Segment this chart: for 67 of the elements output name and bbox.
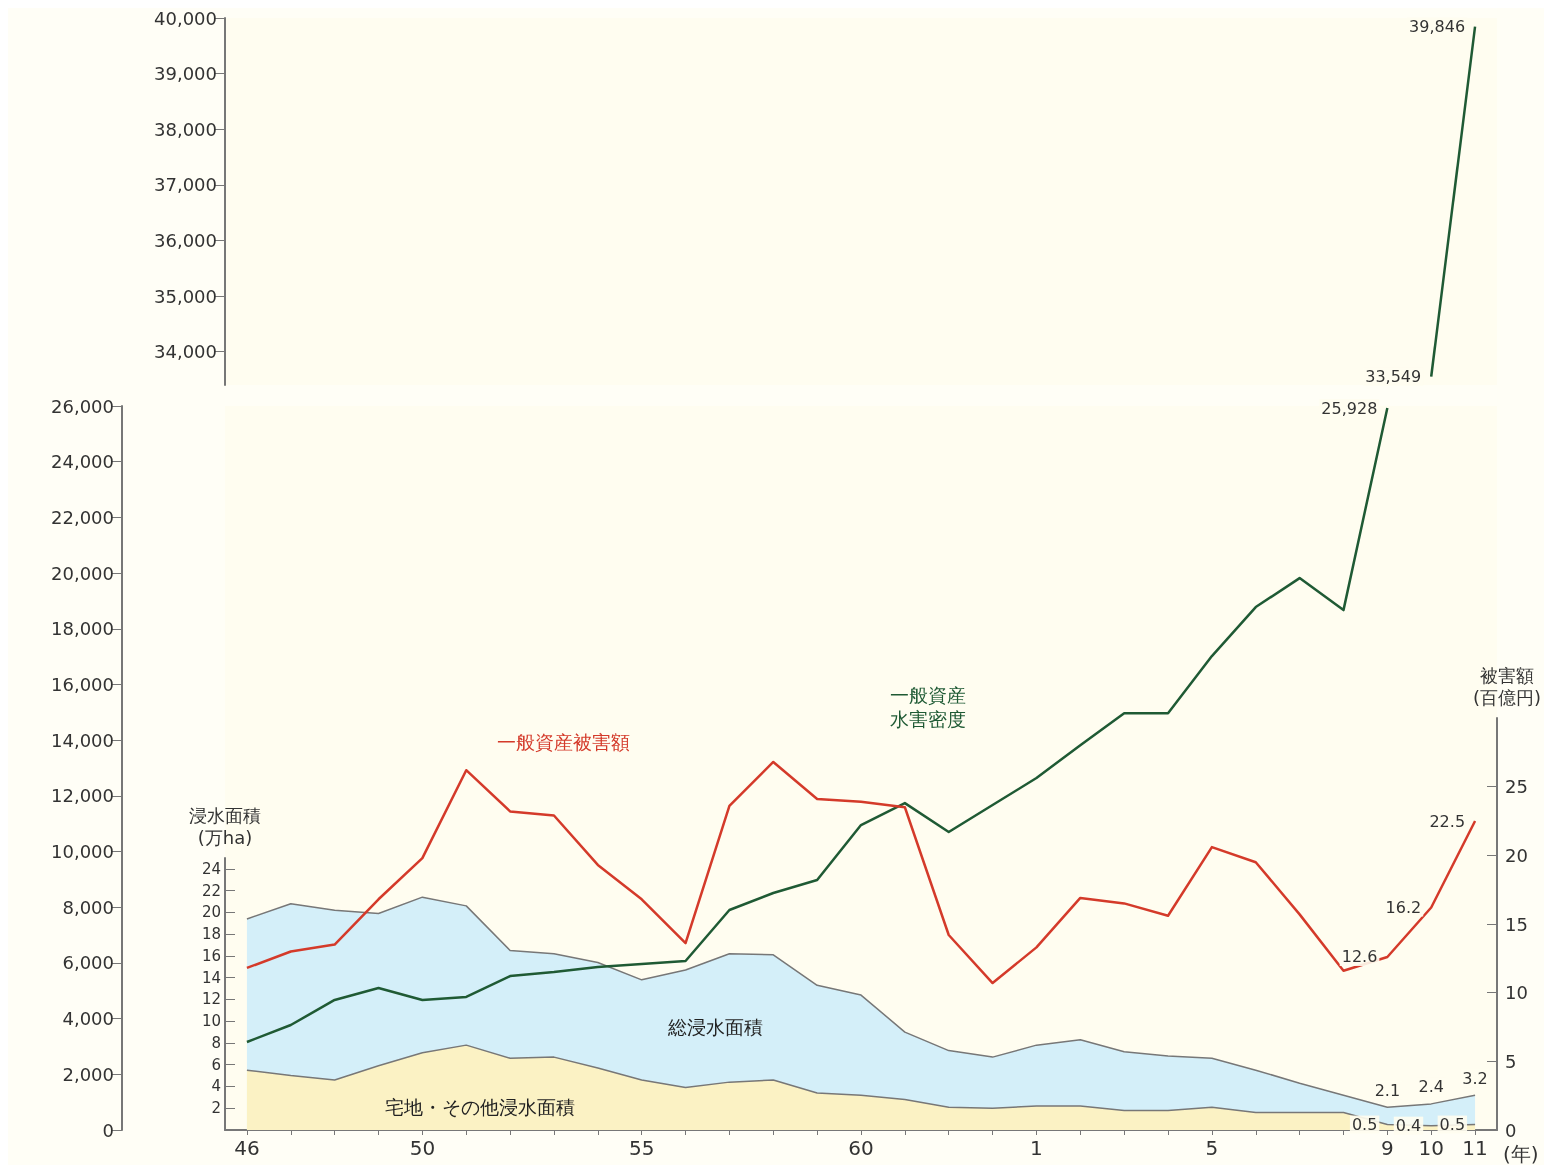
x-tick-label: 46 (234, 1136, 260, 1160)
x-tick-label: 60 (848, 1136, 874, 1160)
y-tick-label: 22,000 (51, 506, 114, 528)
y-tick-label: 0 (102, 1119, 114, 1141)
series-label: 総浸水面積 (667, 1016, 763, 1038)
y-tick-label: 38,000 (154, 118, 217, 140)
data-label: 16.2 (1385, 898, 1422, 918)
y-tick-label: 8,000 (62, 896, 114, 918)
y-tick-label: 37,000 (154, 174, 217, 196)
data-label: 0.5 (1351, 1115, 1378, 1135)
y3-tick-label: 12 (201, 990, 221, 1009)
y-tick-label: 12,000 (51, 785, 114, 807)
y3-tick-label: 14 (201, 968, 221, 987)
y3-tick-label: 18 (201, 925, 221, 944)
y-tick-label: 16,000 (51, 673, 114, 695)
x-tick-label: 50 (409, 1136, 436, 1160)
y3-tick-label: 2 (211, 1099, 221, 1118)
y-tick-label: 14,000 (51, 729, 114, 751)
y-tick-label: 40,000 (154, 7, 217, 29)
y-tick-label: 20,000 (51, 562, 114, 584)
x-tick-label: 10 (1418, 1136, 1444, 1160)
data-label: 2.1 (1374, 1080, 1401, 1100)
y2-tick-label: 25 (1505, 776, 1528, 798)
y-tick-label: 36,000 (154, 229, 217, 251)
y3-tick-label: 16 (201, 946, 221, 965)
x-tick-label: 9 (1380, 1136, 1394, 1160)
x-tick-label: 11 (1462, 1136, 1488, 1160)
y-tick-label: 4,000 (62, 1008, 114, 1030)
data-label: 22.5 (1429, 811, 1466, 831)
data-label: 12.6 (1341, 947, 1378, 967)
data-label: 2.4 (1418, 1077, 1444, 1097)
y3-tick-label: 4 (211, 1077, 221, 1096)
y2-tick-label: 10 (1505, 982, 1528, 1004)
y2-tick-label: 15 (1505, 913, 1528, 935)
y-tick-label: 39,000 (154, 63, 217, 85)
y3-tick-label: 8 (211, 1033, 221, 1052)
series-label: 宅地・その他浸水面積 (385, 1096, 575, 1118)
data-label: 33,549 (1365, 367, 1422, 387)
y-tick-label: 35,000 (154, 285, 217, 307)
y3-tick-label: 24 (201, 859, 221, 878)
y2-tick-label: 5 (1505, 1050, 1517, 1072)
series-label: 一般資産被害額 (497, 731, 630, 753)
y-tick-label: 6,000 (62, 952, 114, 974)
x-tick-label: 1 (1030, 1136, 1043, 1160)
data-label: 39,846 (1409, 17, 1466, 37)
x-tick-label: 5 (1205, 1136, 1219, 1160)
y-tick-label: 2,000 (62, 1063, 114, 1085)
text: 一般資産水害密度 (890, 684, 966, 730)
y3-tick-label: 10 (201, 1012, 221, 1031)
x-axis-title: (年) (1503, 1142, 1539, 1166)
x-tick-label: 55 (628, 1136, 655, 1160)
y3-tick-label: 22 (201, 881, 221, 900)
y2-tick-label: 20 (1505, 844, 1528, 866)
data-label: 25,928 (1321, 398, 1378, 418)
y-tick-label: 10,000 (51, 841, 114, 863)
y-tick-label: 34,000 (154, 341, 217, 363)
data-label: 3.2 (1462, 1068, 1488, 1088)
y-tick-label: 26,000 (51, 395, 114, 417)
y3-axis-title: 浸水面積 (万ha) (189, 804, 261, 848)
y-tick-label: 24,000 (51, 451, 114, 473)
y2-axis-title: 被害額 (百億円) (1472, 664, 1542, 708)
y3-tick-label: 6 (211, 1055, 221, 1074)
y-tick-label: 18,000 (51, 618, 114, 640)
data-label: 0.5 (1439, 1115, 1466, 1135)
y2-tick-label: 0 (1505, 1119, 1517, 1141)
y3-tick-label: 20 (201, 903, 221, 922)
data-label: 0.4 (1395, 1116, 1422, 1136)
